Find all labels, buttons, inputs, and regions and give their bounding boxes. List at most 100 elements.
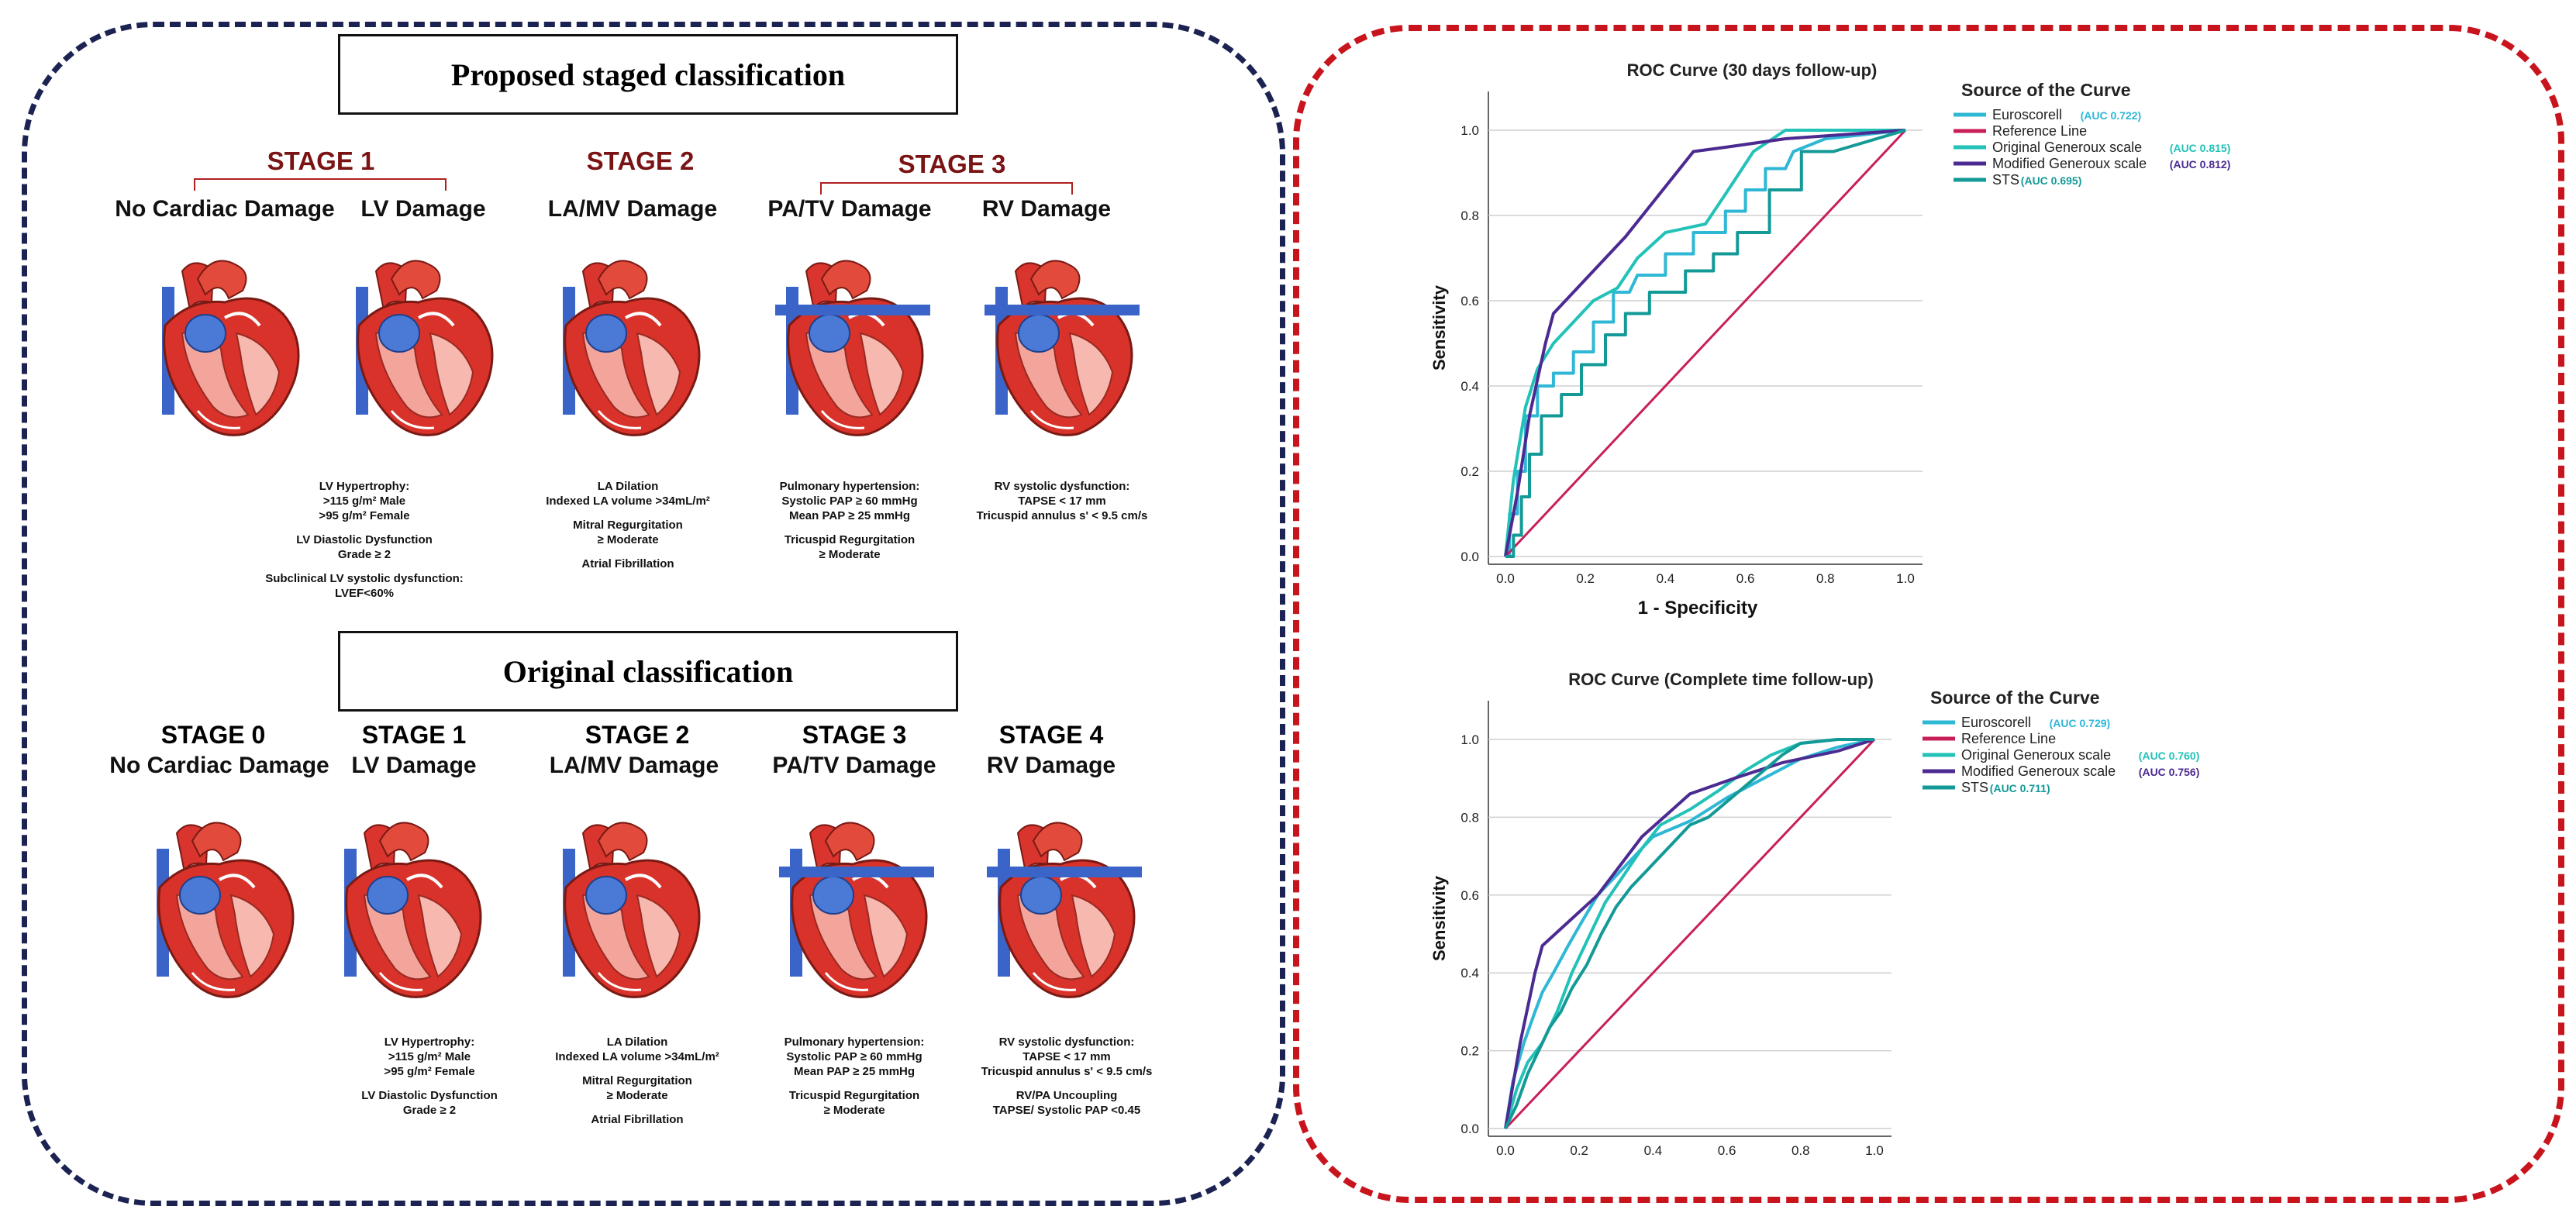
x-tick-label: 0.6: [1718, 1143, 1736, 1158]
proposed-criteria-lv: LV Hypertrophy: >115 g/m² Male >95 g/m² Fe…: [265, 479, 464, 601]
legend-auc: (AUC 0.756): [2139, 766, 2200, 778]
criteria-line: LV Diastolic Dysfunction: [296, 533, 433, 546]
x-tick-label: 0.6: [1736, 571, 1755, 586]
criteria-line: LVEF<60%: [334, 587, 395, 600]
legend-auc: (AUC 0.812): [2170, 158, 2231, 171]
heart-no-damage-icon: [151, 256, 306, 446]
original-criteria-rv: RV systolic dysfunction: TAPSE < 17 mm Tri…: [981, 1035, 1153, 1118]
criteria-line: Tricuspid annulus s' < 9.5 cm/s: [976, 509, 1148, 522]
original-damage-no-cardiac: No Cardiac Damage: [109, 753, 329, 778]
y-tick-label: 1.0: [1460, 732, 1479, 747]
criteria-line: ≥ Moderate: [819, 548, 881, 561]
classification-panel: [22, 22, 1285, 1206]
criteria-line: LA Dilation: [597, 480, 659, 493]
criteria-line: Atrial Fibrillation: [591, 1113, 684, 1126]
roc-chart-30-days: ROC Curve (30 days follow-up) 0.0 0.2 0.4 0.…: [1429, 60, 2231, 619]
original-criteria-la-mv: LA Dilation Indexed LA volume >34mL/m² Mit…: [555, 1035, 719, 1127]
criteria-line: Systolic PAP ≥ 60 mmHg: [781, 495, 918, 508]
legend-entry: STS: [1992, 172, 2019, 188]
original-damage-la-mv: LA/MV Damage: [549, 753, 719, 778]
x-tick-label: 0.0: [1496, 1143, 1515, 1158]
legend-auc: (AUC 0.815): [2170, 142, 2231, 154]
proposed-damage-la-mv: LA/MV Damage: [547, 196, 718, 222]
original-title: Original classification: [338, 631, 958, 712]
legend-entry: Euroscorell: [1961, 715, 2031, 730]
orig-heart-rv-damage-icon: [987, 818, 1142, 1008]
y-tick-label: 0.0: [1460, 1122, 1479, 1136]
legend-entry: Original Generoux scale: [1992, 140, 2142, 155]
criteria-line: RV systolic dysfunction:: [998, 1036, 1135, 1049]
original-stage-3-label: STAGE 3: [802, 721, 907, 749]
roc-line-sts: [1505, 129, 1906, 558]
heart-rv-damage-icon: [985, 256, 1140, 446]
heart-la-mv-damage-icon: [552, 256, 707, 446]
criteria-line: Mitral Regurgitation: [582, 1074, 692, 1087]
x-tick-label: 1.0: [1865, 1143, 1884, 1158]
criteria-line: Mean PAP ≥ 25 mmHg: [788, 509, 911, 522]
x-tick-label: 0.4: [1657, 571, 1675, 586]
criteria-line: Subclinical LV systolic dysfunction:: [265, 572, 464, 585]
roc-line-euroscorell: [1504, 738, 1875, 1129]
legend-entry: Euroscorell: [1992, 107, 2062, 122]
heart-pa-tv-damage-icon: [775, 256, 930, 446]
y-tick-label: 0.2: [1460, 1044, 1479, 1059]
legend-auc: (AUC 0.760): [2139, 750, 2200, 762]
criteria-line: LV Diastolic Dysfunction: [361, 1089, 498, 1102]
stage-3-bracket: [820, 182, 1073, 195]
proposed-title: Proposed staged classification: [338, 34, 958, 115]
criteria-line: Tricuspid Regurgitation: [784, 533, 916, 546]
criteria-line: >95 g/m² Female: [384, 1065, 475, 1078]
y-tick-label: 0.4: [1460, 379, 1479, 394]
y-tick-label: 0.6: [1460, 888, 1479, 903]
legend-auc: (AUC 0.729): [2050, 717, 2111, 729]
legend-title: Source of the Curve: [1961, 80, 2131, 100]
legend-auc: (AUC 0.695): [2021, 174, 2082, 187]
proposed-criteria-rv: RV systolic dysfunction: TAPSE < 17 mm Tri…: [977, 479, 1148, 523]
criteria-line: LA Dilation: [606, 1036, 668, 1049]
x-tick-label: 0.8: [1791, 1143, 1810, 1158]
criteria-line: RV systolic dysfunction:: [994, 480, 1130, 493]
criteria-line: >115 g/m² Male: [388, 1050, 471, 1063]
criteria-line: Pulmonary hypertension:: [779, 480, 920, 493]
criteria-line: LV Hypertrophy:: [319, 480, 410, 493]
proposed-stage-2-label: STAGE 2: [586, 146, 695, 175]
heart-lv-damage-icon: [345, 256, 500, 446]
legend-entry: Modified Generoux scale: [1961, 763, 2116, 779]
criteria-line: ≥ Moderate: [606, 1089, 668, 1102]
criteria-line: Grade ≥ 2: [402, 1104, 457, 1117]
proposed-damage-pa-tv: PA/TV Damage: [767, 196, 932, 222]
orig-heart-no-damage-icon: [146, 818, 301, 1008]
roc-chart-complete: ROC Curve (Complete time follow-up) 0.0 0.…: [1429, 670, 2200, 1158]
original-criteria-lv: LV Hypertrophy: >115 g/m² Male >95 g/m² Fe…: [361, 1035, 498, 1118]
y-tick-label: 0.0: [1460, 550, 1479, 564]
original-criteria-pa-tv: Pulmonary hypertension: Systolic PAP ≥ 60…: [785, 1035, 925, 1118]
criteria-line: ≥ Moderate: [823, 1104, 885, 1117]
original-stage-1-label: STAGE 1: [361, 721, 467, 749]
y-tick-label: 0.2: [1460, 464, 1479, 479]
criteria-line: >95 g/m² Female: [319, 509, 410, 522]
legend-entry: Reference Line: [1992, 123, 2087, 139]
criteria-line: Tricuspid annulus s' < 9.5 cm/s: [981, 1065, 1153, 1078]
y-tick-label: 0.8: [1460, 810, 1479, 825]
x-tick-label: 0.2: [1576, 571, 1595, 586]
original-damage-rv: RV Damage: [986, 753, 1116, 778]
legend-entry: STS: [1961, 780, 1988, 795]
orig-heart-pa-tv-damage-icon: [779, 818, 934, 1008]
criteria-line: Systolic PAP ≥ 60 mmHg: [786, 1050, 922, 1063]
criteria-line: TAPSE < 17 mm: [1022, 1050, 1111, 1063]
criteria-line: >115 g/m² Male: [322, 495, 406, 508]
stage-1-bracket: [194, 178, 447, 191]
legend-auc: (AUC 0.711): [1990, 782, 2050, 794]
chart-title: ROC Curve (Complete time follow-up): [1568, 670, 1874, 689]
chart-title: ROC Curve (30 days follow-up): [1627, 60, 1878, 80]
proposed-criteria-la-mv: LA Dilation Indexed LA volume >34mL/m² Mit…: [546, 479, 710, 571]
criteria-line: Pulmonary hypertension:: [784, 1036, 925, 1049]
legend-entry: Modified Generoux scale: [1992, 156, 2147, 171]
roc-line-euroscorell: [1505, 129, 1906, 558]
orig-heart-lv-damage-icon: [333, 818, 488, 1008]
roc-line-sts: [1504, 738, 1874, 1129]
y-tick-label: 1.0: [1460, 123, 1479, 138]
x-axis-label: 1 - Specificity: [1638, 598, 1758, 619]
roc-line-modified-generoux-scale: [1504, 129, 1906, 557]
proposed-damage-lv: LV Damage: [360, 196, 486, 222]
